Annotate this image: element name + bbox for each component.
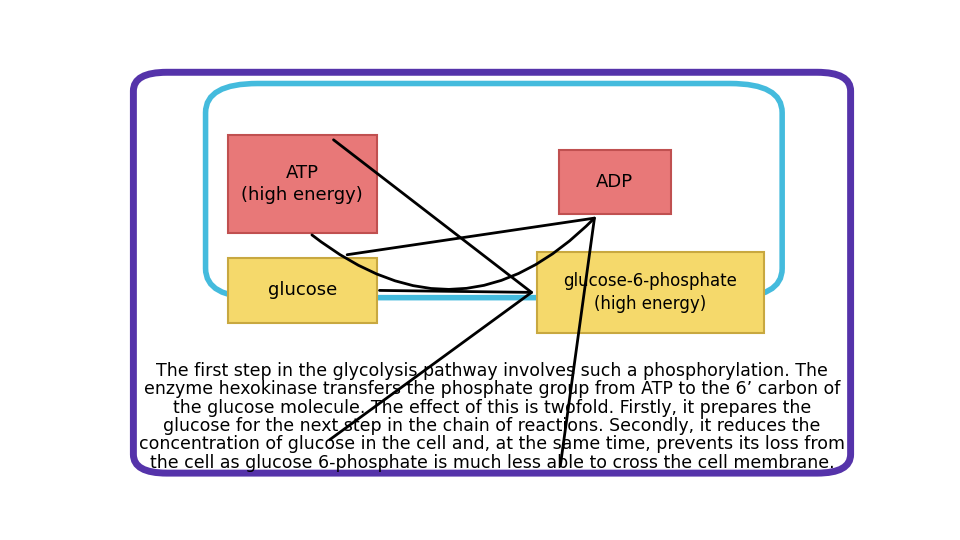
FancyBboxPatch shape — [228, 258, 376, 322]
Text: enzyme hexokinase transfers the phosphate group from ATP to the 6’ carbon of: enzyme hexokinase transfers the phosphat… — [144, 380, 840, 399]
Text: glucose: glucose — [268, 281, 337, 299]
Text: the cell as glucose 6-phosphate is much less able to cross the cell membrane.: the cell as glucose 6-phosphate is much … — [150, 454, 834, 471]
Text: glucose-6-phosphate
(high energy): glucose-6-phosphate (high energy) — [564, 272, 737, 313]
Text: glucose for the next step in the chain of reactions. Secondly, it reduces the: glucose for the next step in the chain o… — [163, 417, 821, 435]
FancyBboxPatch shape — [133, 72, 851, 473]
Text: the glucose molecule. The effect of this is twofold. Firstly, it prepares the: the glucose molecule. The effect of this… — [173, 399, 811, 417]
Text: ATP
(high energy): ATP (high energy) — [241, 164, 363, 205]
Text: ADP: ADP — [596, 173, 634, 191]
FancyBboxPatch shape — [559, 150, 670, 214]
FancyBboxPatch shape — [228, 136, 376, 233]
FancyBboxPatch shape — [205, 84, 782, 298]
FancyArrowPatch shape — [329, 140, 532, 440]
FancyArrowPatch shape — [312, 218, 594, 466]
Text: The first step in the glycolysis pathway involves such a phosphorylation. The: The first step in the glycolysis pathway… — [156, 362, 828, 380]
FancyBboxPatch shape — [537, 252, 763, 333]
Text: concentration of glucose in the cell and, at the same time, prevents its loss fr: concentration of glucose in the cell and… — [139, 435, 845, 453]
